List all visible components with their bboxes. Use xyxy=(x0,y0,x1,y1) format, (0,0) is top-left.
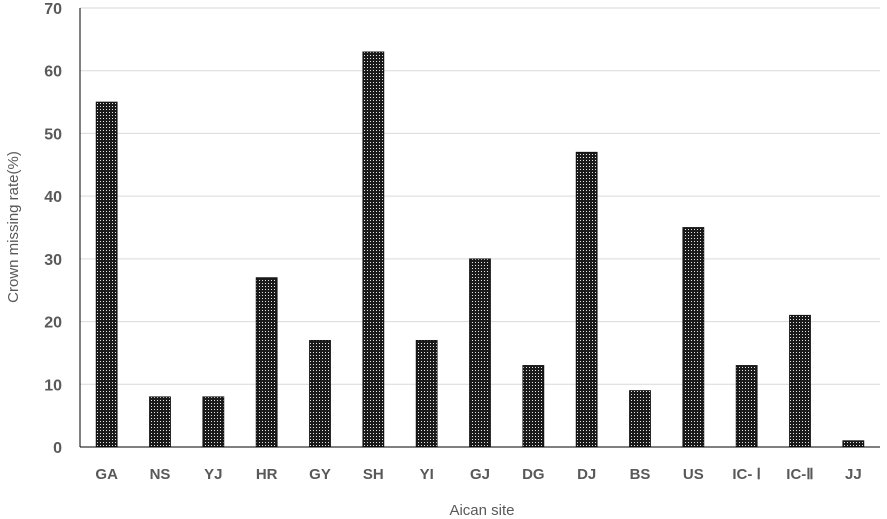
bar-2 xyxy=(202,396,225,448)
bar-3 xyxy=(255,277,278,448)
bar-9 xyxy=(575,151,598,448)
x-tick-label: DJ xyxy=(577,466,596,483)
y-tick-label: 50 xyxy=(44,126,62,143)
bar-7 xyxy=(469,258,491,448)
bar-12 xyxy=(735,365,758,448)
bar-8 xyxy=(522,365,545,448)
y-tick-label: 30 xyxy=(44,252,62,269)
y-tick-label: 70 xyxy=(44,1,62,18)
y-tick-label: 0 xyxy=(53,440,62,457)
bar-6 xyxy=(415,339,438,448)
x-tick-label: SH xyxy=(363,466,384,483)
x-tick-label: BS xyxy=(630,466,651,483)
x-tick-label: US xyxy=(683,466,704,483)
x-tick-label: JJ xyxy=(845,466,862,483)
bars xyxy=(95,51,865,448)
x-tick-label: GA xyxy=(95,466,118,483)
x-tick-label: YJ xyxy=(204,466,222,483)
bar-13 xyxy=(789,314,811,448)
axes xyxy=(79,8,880,448)
bar-14 xyxy=(842,440,865,448)
y-tick-label: 20 xyxy=(44,315,62,332)
x-tick-label: IC- Ⅰ xyxy=(732,466,761,483)
x-tick-label: DG xyxy=(522,466,545,483)
y-tick-label: 60 xyxy=(44,64,62,81)
x-tick-label: NS xyxy=(150,466,171,483)
x-tick-labels: GA NS YJ HR GY SH YI GJ DG DJ BS US IC- Ⅰ IC-Ⅱ JJ xyxy=(95,466,861,483)
y-axis-title: Crown missing rate(%) xyxy=(5,151,22,303)
bar-11 xyxy=(682,227,705,448)
y-tick-label: 40 xyxy=(44,189,62,206)
y-tick-label: 10 xyxy=(44,377,62,394)
bar-0 xyxy=(95,101,118,448)
bar-10 xyxy=(629,390,651,448)
x-tick-label: IC-Ⅱ xyxy=(786,466,813,483)
x-tick-label: YI xyxy=(420,466,434,483)
y-tick-labels: 0 10 20 30 40 50 60 70 xyxy=(44,1,62,457)
bar-4 xyxy=(309,339,331,448)
bar-5 xyxy=(362,51,385,448)
x-tick-label: GJ xyxy=(470,466,490,483)
x-tick-label: HR xyxy=(256,466,278,483)
x-axis-title: Aican site xyxy=(449,502,514,519)
x-tick-label: GY xyxy=(309,466,331,483)
bar-1 xyxy=(149,396,171,448)
